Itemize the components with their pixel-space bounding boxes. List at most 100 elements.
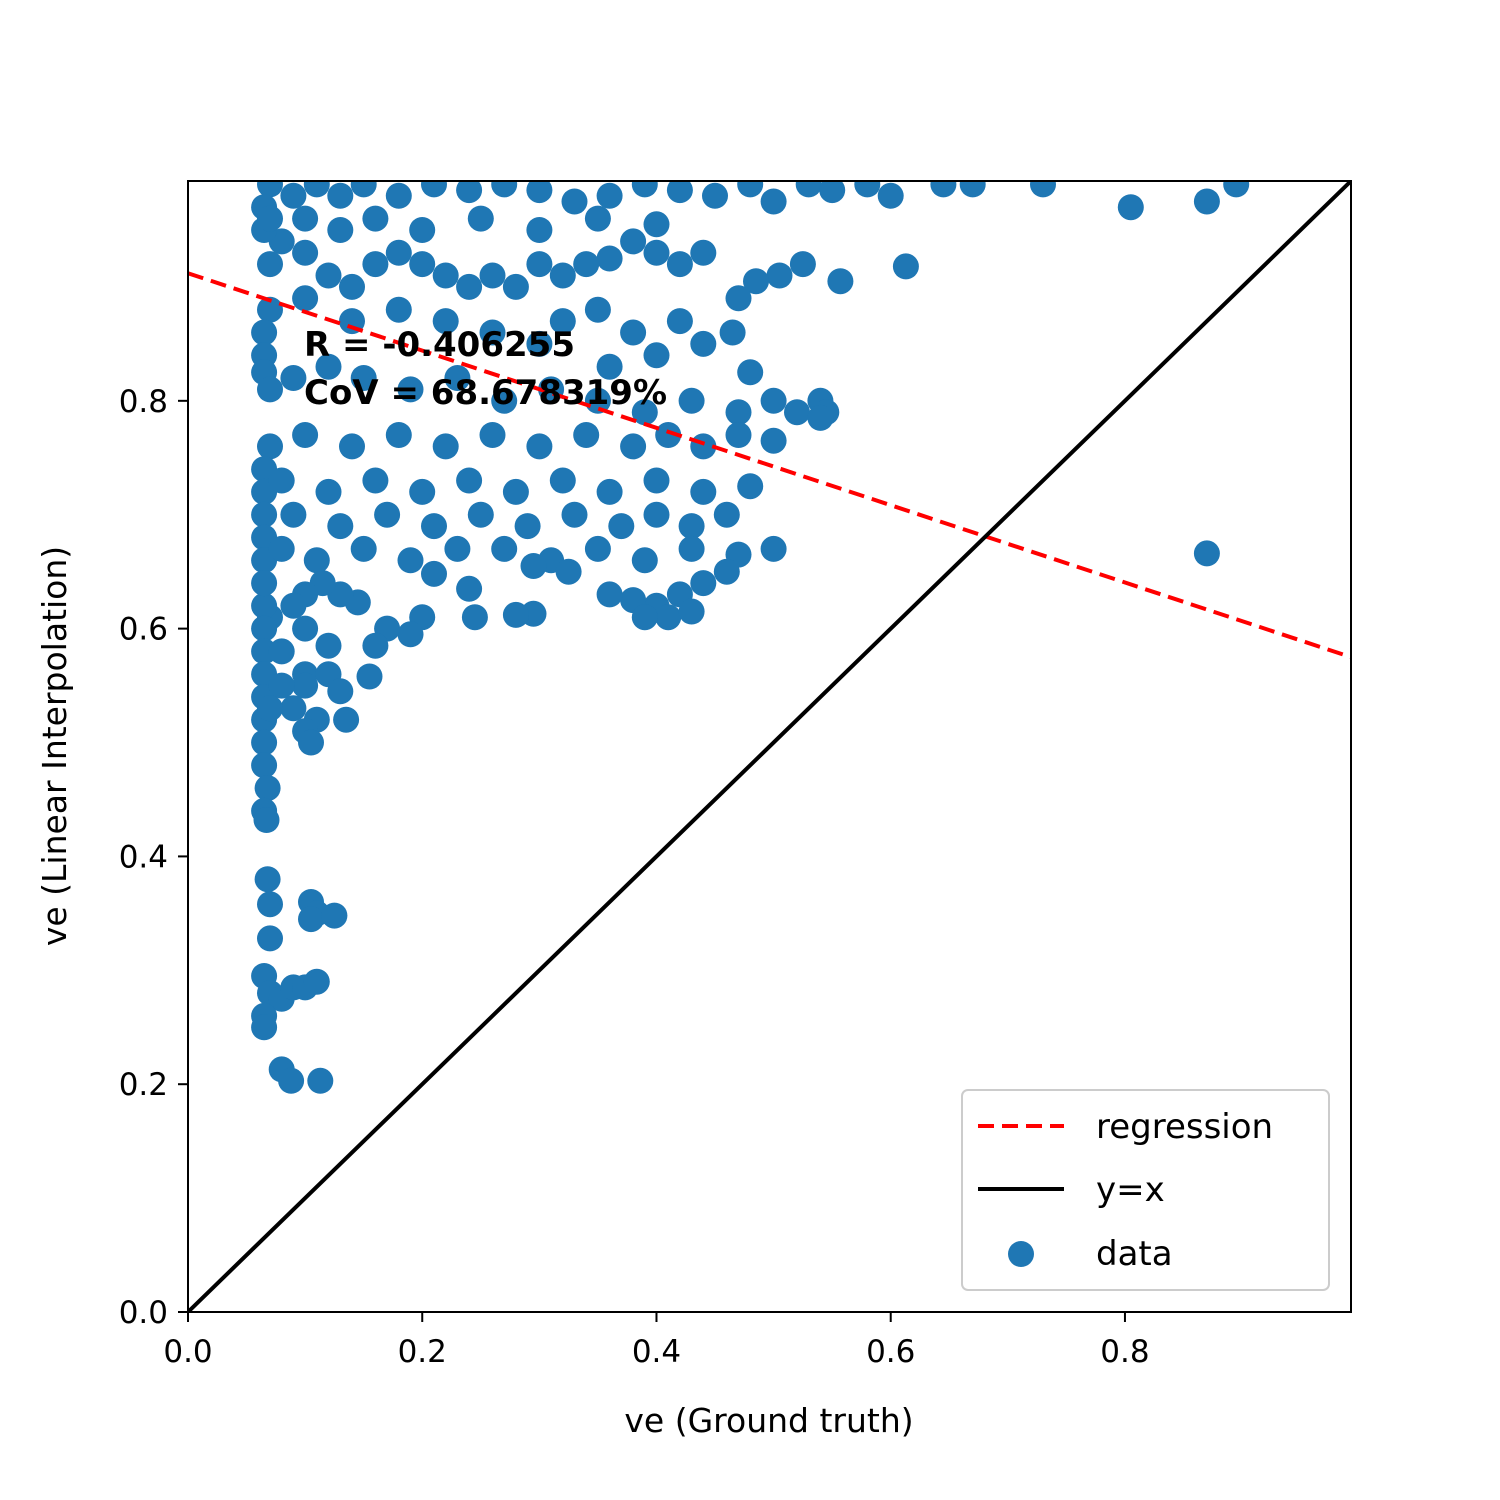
data-point bbox=[561, 188, 588, 215]
data-point bbox=[678, 598, 705, 625]
data-point bbox=[930, 181, 957, 198]
x-tick-label: 0.4 bbox=[632, 1334, 681, 1370]
data-point bbox=[690, 239, 717, 266]
y-tick-label: 0.8 bbox=[119, 384, 168, 420]
data-point bbox=[350, 535, 377, 562]
data-point bbox=[596, 581, 623, 608]
y-tick-label: 0.4 bbox=[119, 839, 168, 875]
data-point bbox=[257, 925, 283, 952]
data-point bbox=[479, 422, 506, 448]
data-point bbox=[819, 181, 846, 204]
data-point bbox=[456, 575, 483, 602]
data-point bbox=[719, 319, 746, 346]
data-point bbox=[303, 181, 330, 198]
data-point bbox=[549, 467, 576, 494]
data-point bbox=[631, 181, 658, 198]
data-point bbox=[713, 501, 740, 528]
data-point bbox=[432, 433, 459, 460]
data-point bbox=[643, 342, 670, 369]
data-point bbox=[374, 501, 401, 528]
data-point bbox=[737, 473, 764, 500]
data-point bbox=[327, 513, 354, 540]
data-point bbox=[280, 695, 307, 722]
data-point bbox=[502, 478, 529, 505]
data-point bbox=[584, 387, 611, 414]
data-point bbox=[303, 547, 330, 574]
data-point bbox=[643, 467, 670, 494]
data-point bbox=[584, 205, 611, 232]
y-tick-label: 0.6 bbox=[119, 612, 168, 648]
data-point bbox=[892, 253, 919, 280]
data-point bbox=[690, 570, 717, 597]
data-point bbox=[362, 205, 389, 232]
data-point bbox=[795, 181, 822, 198]
data-point bbox=[584, 296, 611, 323]
data-point bbox=[467, 501, 494, 528]
data-point bbox=[362, 632, 389, 659]
data-point bbox=[491, 387, 518, 414]
data-point bbox=[743, 268, 769, 295]
data-point bbox=[526, 181, 553, 204]
data-point bbox=[315, 262, 342, 289]
data-point bbox=[456, 273, 483, 300]
data-point bbox=[278, 1067, 305, 1094]
data-point bbox=[526, 433, 553, 460]
data-point bbox=[766, 262, 793, 289]
data-point bbox=[456, 467, 483, 494]
data-point bbox=[397, 547, 424, 574]
data-point bbox=[251, 319, 278, 346]
y-tick-label: 0.2 bbox=[119, 1067, 168, 1103]
data-point bbox=[479, 319, 506, 346]
data-point bbox=[549, 308, 576, 335]
data-point bbox=[397, 621, 424, 648]
data-point bbox=[514, 513, 541, 540]
data-point bbox=[608, 513, 635, 540]
identity-line bbox=[188, 181, 1351, 1312]
data-point bbox=[254, 866, 281, 893]
data-point bbox=[333, 706, 360, 733]
data-point bbox=[385, 422, 412, 448]
data-point bbox=[327, 182, 354, 209]
cov-annotation: CoV = 68.678319% bbox=[304, 373, 667, 413]
data-point bbox=[631, 547, 658, 574]
y-axis-ticks: 0.0 0.2 0.4 0.6 0.8 bbox=[119, 384, 188, 1331]
data-point bbox=[315, 632, 342, 659]
data-point bbox=[713, 558, 740, 585]
data-point bbox=[356, 663, 383, 690]
x-tick-label: 0.8 bbox=[1100, 1334, 1149, 1370]
data-point bbox=[253, 807, 280, 833]
data-point bbox=[561, 501, 588, 528]
data-point bbox=[655, 422, 682, 448]
data-point bbox=[959, 181, 986, 198]
data-point bbox=[1030, 181, 1056, 198]
data-point bbox=[268, 535, 295, 562]
legend-data-swatch bbox=[1008, 1241, 1034, 1267]
data-point bbox=[444, 365, 471, 391]
data-point bbox=[268, 672, 295, 699]
data-point bbox=[520, 553, 547, 579]
data-point bbox=[877, 182, 904, 209]
x-tick-label: 0.6 bbox=[866, 1334, 915, 1370]
data-point bbox=[298, 906, 324, 933]
data-point bbox=[327, 678, 354, 705]
data-point bbox=[362, 467, 389, 494]
data-point bbox=[596, 245, 623, 272]
data-point bbox=[254, 775, 281, 802]
data-point bbox=[854, 181, 881, 198]
data-point bbox=[655, 604, 682, 631]
data-points bbox=[251, 181, 1250, 1094]
data-point bbox=[789, 251, 816, 278]
data-point bbox=[350, 181, 377, 198]
data-point bbox=[584, 535, 611, 562]
data-point bbox=[257, 376, 283, 403]
data-point bbox=[350, 365, 377, 391]
data-point bbox=[502, 601, 529, 628]
data-point bbox=[251, 592, 278, 619]
data-point bbox=[690, 330, 717, 357]
data-point bbox=[479, 262, 506, 289]
data-point bbox=[257, 296, 283, 323]
data-point bbox=[292, 615, 319, 642]
data-point bbox=[251, 729, 278, 756]
data-point bbox=[251, 501, 278, 528]
